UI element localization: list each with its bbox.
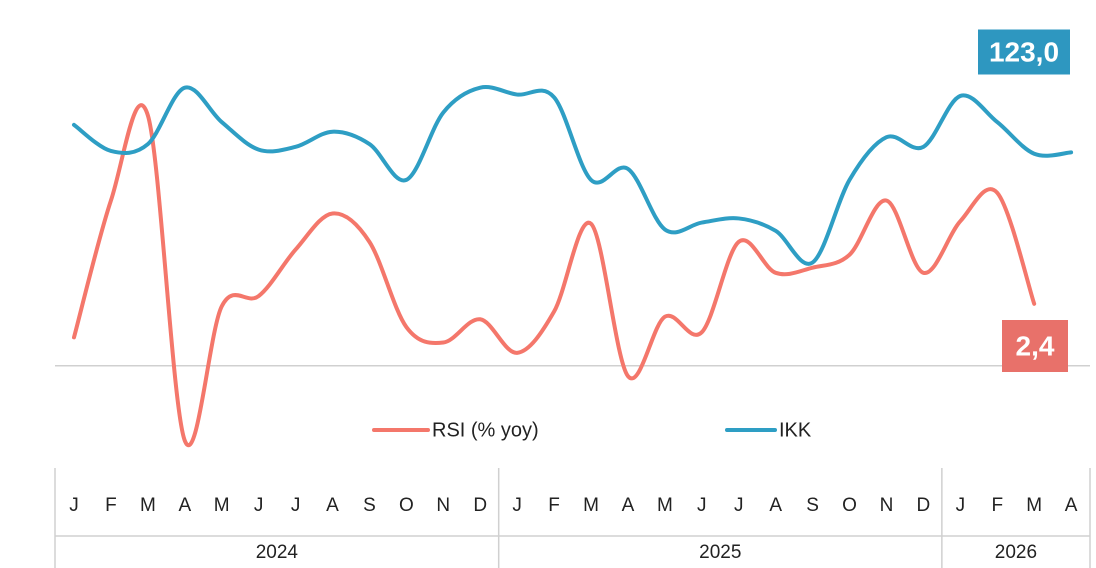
x-tick-label: J bbox=[697, 495, 707, 516]
group-label: 2025 bbox=[699, 542, 741, 563]
x-tick-label: A bbox=[769, 495, 782, 516]
x-tick-label: N bbox=[880, 495, 894, 516]
legend-label: RSI (% yoy) bbox=[432, 419, 539, 441]
value-label-box bbox=[1002, 320, 1068, 372]
x-tick-label: D bbox=[917, 495, 931, 516]
x-tick-label: S bbox=[363, 495, 376, 516]
x-tick-label: M bbox=[214, 495, 230, 516]
x-tick-label: F bbox=[548, 495, 560, 516]
group-label: 2026 bbox=[995, 542, 1037, 563]
x-tick-label: A bbox=[178, 495, 191, 516]
x-tick-label: O bbox=[842, 495, 857, 516]
x-tick-label: F bbox=[105, 495, 117, 516]
series-line bbox=[72, 103, 1037, 447]
value-label: 123,0 bbox=[989, 36, 1059, 67]
x-tick-label: J bbox=[69, 495, 79, 516]
value-label-box bbox=[978, 29, 1070, 75]
value-label: 2,4 bbox=[1016, 330, 1055, 361]
x-tick-label: S bbox=[806, 495, 819, 516]
x-tick-label: N bbox=[436, 495, 450, 516]
x-tick-label: J bbox=[956, 495, 966, 516]
x-tick-label: J bbox=[734, 495, 744, 516]
x-tick-label: J bbox=[512, 495, 522, 516]
x-tick-label: M bbox=[583, 495, 599, 516]
x-tick-label: M bbox=[140, 495, 156, 516]
x-tick-label: O bbox=[399, 495, 414, 516]
x-tick-label: A bbox=[622, 495, 635, 516]
x-tick-label: M bbox=[1026, 495, 1042, 516]
x-tick-label: M bbox=[657, 495, 673, 516]
x-tick-label: A bbox=[326, 495, 339, 516]
x-tick-label: F bbox=[991, 495, 1003, 516]
legend-label: IKK bbox=[779, 419, 812, 441]
x-tick-label: A bbox=[1065, 495, 1078, 516]
x-tick-label: D bbox=[473, 495, 487, 516]
x-tick-label: J bbox=[254, 495, 264, 516]
series-line bbox=[72, 85, 1074, 266]
group-label: 2024 bbox=[256, 542, 299, 563]
x-tick-label: J bbox=[291, 495, 301, 516]
